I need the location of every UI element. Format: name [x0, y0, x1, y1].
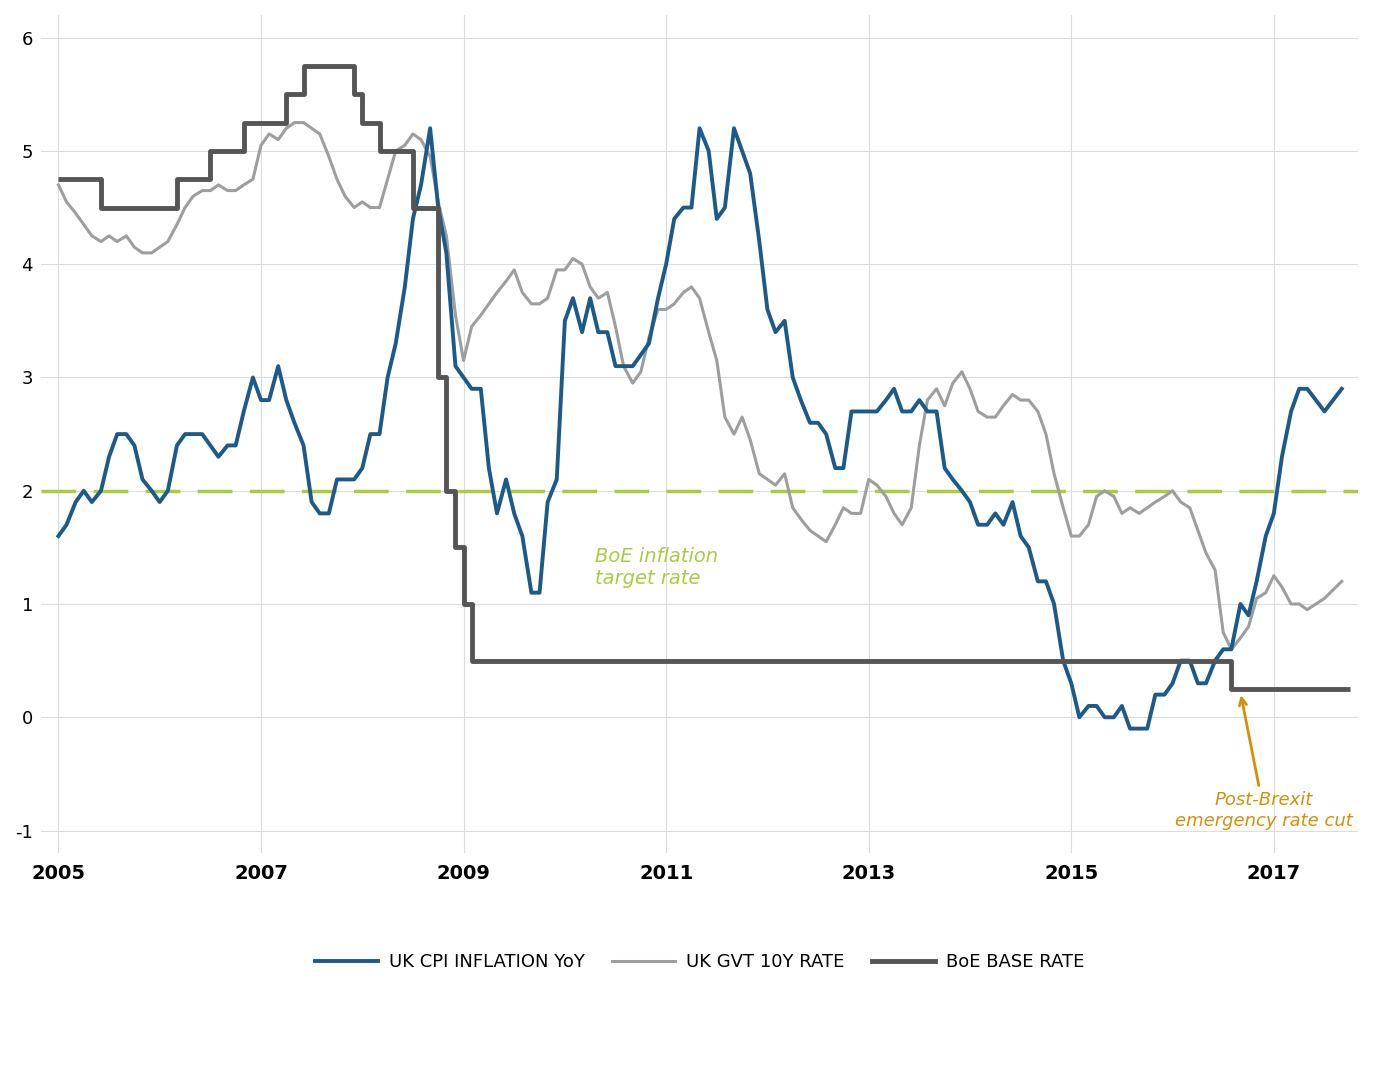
- Text: Post-Brexit
emergency rate cut: Post-Brexit emergency rate cut: [1174, 698, 1353, 830]
- Legend: UK CPI INFLATION YoY, UK GVT 10Y RATE, BoE BASE RATE: UK CPI INFLATION YoY, UK GVT 10Y RATE, B…: [307, 946, 1091, 978]
- Text: BoE inflation
target rate: BoE inflation target rate: [596, 547, 719, 589]
